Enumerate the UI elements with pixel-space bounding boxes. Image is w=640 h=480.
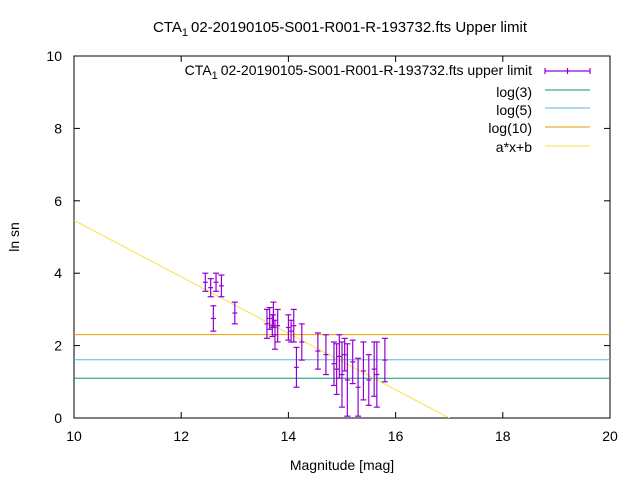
data-point bbox=[298, 323, 305, 361]
x-tick-label: 20 bbox=[602, 428, 618, 444]
chart-title-subscript: 1 bbox=[182, 27, 188, 39]
chart-title-rest: 02-20190105-S001-R001-R-193732.fts Upper… bbox=[191, 19, 528, 36]
plot-frame bbox=[73, 55, 611, 419]
y-tick-label: 6 bbox=[54, 193, 62, 209]
y-tick-label: 2 bbox=[54, 338, 62, 354]
legend-label-upper-limit-rest: 02-20190105-S001-R001-R-193732.fts upper… bbox=[221, 62, 532, 78]
x-axis-label: Magnitude [mag] bbox=[290, 457, 394, 473]
legend-label-log10: log(10) bbox=[488, 120, 532, 136]
x-axis: 10 12 14 16 18 20 bbox=[66, 56, 618, 444]
legend: CTA1 02-20190105-S001-R001-R-193732.fts u… bbox=[185, 62, 591, 155]
data-point bbox=[344, 343, 351, 417]
legend-label-upper-limit: CTA1 02-20190105-S001-R001-R-193732.fts u… bbox=[185, 62, 533, 82]
data-point bbox=[290, 308, 297, 343]
x-tick-label: 18 bbox=[495, 428, 511, 444]
y-axis-label: ln sn bbox=[6, 222, 22, 252]
y-tick-label: 0 bbox=[54, 410, 62, 426]
data-point bbox=[293, 346, 300, 388]
legend-label-upper-limit-main: CTA bbox=[185, 62, 213, 78]
legend-label-upper-limit-subscript: 1 bbox=[212, 70, 218, 82]
y-tick-label: 10 bbox=[46, 48, 62, 64]
x-tick-label: 16 bbox=[388, 428, 404, 444]
data-point bbox=[210, 305, 217, 332]
data-point bbox=[207, 278, 214, 298]
data-point bbox=[231, 301, 238, 325]
x-tick-label: 10 bbox=[66, 428, 82, 444]
data-point bbox=[213, 272, 220, 292]
data-point bbox=[285, 314, 292, 341]
data-point bbox=[365, 354, 372, 406]
data-point bbox=[263, 308, 270, 339]
data-point bbox=[360, 341, 367, 401]
y-tick-label: 8 bbox=[54, 120, 62, 136]
data-point bbox=[288, 319, 295, 343]
data-point bbox=[314, 332, 321, 370]
chart-title: CTA1 02-20190105-S001-R001-R-193732.fts U… bbox=[153, 19, 528, 39]
data-point bbox=[330, 341, 337, 387]
legend-label-log5: log(5) bbox=[496, 102, 532, 118]
data-point bbox=[381, 337, 388, 383]
legend-label-log3: log(3) bbox=[496, 84, 532, 100]
series-points bbox=[202, 272, 388, 417]
x-tick-label: 14 bbox=[281, 428, 297, 444]
data-point bbox=[349, 339, 356, 385]
data-point bbox=[274, 308, 281, 343]
x-tick-label: 12 bbox=[173, 428, 189, 444]
data-point bbox=[272, 319, 278, 350]
chart-title-main: CTA bbox=[153, 19, 182, 36]
legend-swatches bbox=[544, 68, 591, 147]
data-point bbox=[218, 274, 225, 298]
y-axis: 0 2 4 6 8 10 bbox=[46, 48, 610, 426]
data-point bbox=[339, 341, 345, 408]
data-point bbox=[202, 272, 209, 292]
data-point bbox=[266, 306, 273, 330]
data-point bbox=[373, 341, 380, 408]
legend-label-fit: a*x+b bbox=[496, 139, 532, 155]
data-point bbox=[355, 357, 362, 417]
data-point bbox=[322, 334, 329, 376]
y-tick-label: 4 bbox=[54, 265, 62, 281]
data-point bbox=[333, 343, 340, 396]
